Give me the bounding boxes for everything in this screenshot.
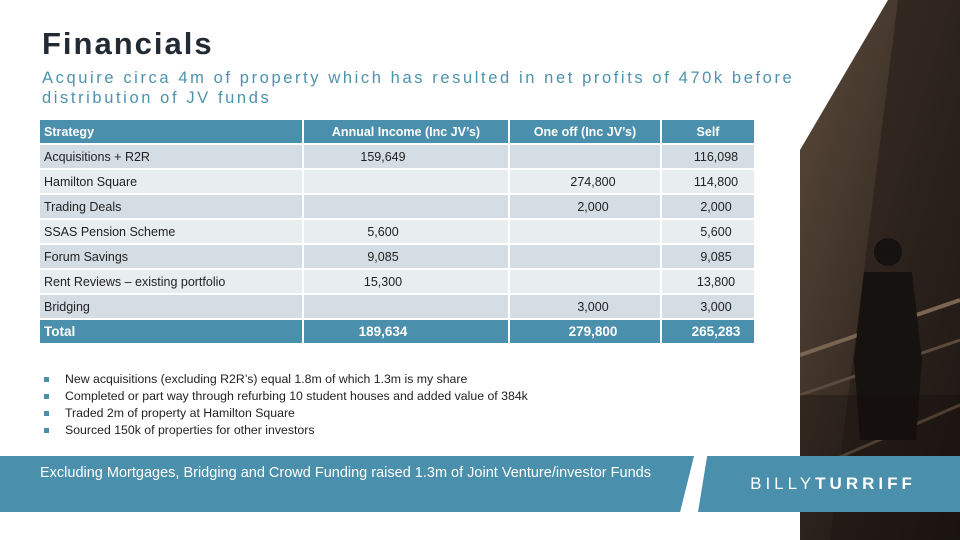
bullet-item: Sourced 150k of properties for other inv… bbox=[42, 422, 528, 439]
cell-one-off: 274,800 bbox=[510, 170, 660, 193]
cell-self: 13,800 bbox=[662, 270, 754, 293]
financials-table: Strategy Annual Income (Inc JV’s) One of… bbox=[38, 118, 756, 345]
bullet-square-icon bbox=[44, 411, 49, 416]
cell-one-off bbox=[510, 145, 660, 168]
page-subtitle: Acquire circa 4m of property which has r… bbox=[42, 69, 795, 107]
table-row: SSAS Pension Scheme 5,600 5,600 bbox=[40, 220, 754, 243]
cell-one-off bbox=[510, 270, 660, 293]
cell-one-off bbox=[510, 245, 660, 268]
cell-annual-income: 9,085 bbox=[304, 245, 508, 268]
cell-self: 2,000 bbox=[662, 195, 754, 218]
table-row: Trading Deals 2,000 2,000 bbox=[40, 195, 754, 218]
cell-strategy: SSAS Pension Scheme bbox=[40, 220, 302, 243]
total-self: 265,283 bbox=[662, 320, 754, 343]
footer-band-text: Excluding Mortgages, Bridging and Crowd … bbox=[40, 465, 651, 481]
logo-word-second: TURRIFF bbox=[815, 474, 916, 493]
header-one-off: One off (Inc JV’s) bbox=[510, 120, 660, 143]
cell-self: 3,000 bbox=[662, 295, 754, 318]
bullet-text: Completed or part way through refurbing … bbox=[65, 389, 528, 403]
table-row: Forum Savings 9,085 9,085 bbox=[40, 245, 754, 268]
bullet-square-icon bbox=[44, 377, 49, 382]
cell-strategy: Forum Savings bbox=[40, 245, 302, 268]
table-row: Bridging 3,000 3,000 bbox=[40, 295, 754, 318]
cell-annual-income: 5,600 bbox=[304, 220, 508, 243]
bullet-square-icon bbox=[44, 394, 49, 399]
total-annual-income: 189,634 bbox=[304, 320, 508, 343]
cell-self: 5,600 bbox=[662, 220, 754, 243]
total-one-off: 279,800 bbox=[510, 320, 660, 343]
bullet-item: Completed or part way through refurbing … bbox=[42, 388, 528, 405]
cell-annual-income bbox=[304, 295, 508, 318]
bullet-text: Traded 2m of property at Hamilton Square bbox=[65, 406, 295, 420]
cell-strategy: Bridging bbox=[40, 295, 302, 318]
bullet-text: New acquisitions (excluding R2R’s) equal… bbox=[65, 372, 468, 386]
table-header-row: Strategy Annual Income (Inc JV’s) One of… bbox=[40, 120, 754, 143]
table-total-row: Total 189,634 279,800 265,283 bbox=[40, 320, 754, 343]
bullet-item: New acquisitions (excluding R2R’s) equal… bbox=[42, 371, 528, 388]
header-strategy: Strategy bbox=[40, 120, 302, 143]
cell-annual-income: 159,649 bbox=[304, 145, 508, 168]
page-title: Financials bbox=[42, 26, 214, 61]
cell-self: 114,800 bbox=[662, 170, 754, 193]
header-annual-income: Annual Income (Inc JV’s) bbox=[304, 120, 508, 143]
header-self: Self bbox=[662, 120, 754, 143]
table-row: Acquisitions + R2R 159,649 116,098 bbox=[40, 145, 754, 168]
logo-word-first: BILLY bbox=[750, 474, 816, 493]
cell-self: 116,098 bbox=[662, 145, 754, 168]
table-row: Hamilton Square 274,800 114,800 bbox=[40, 170, 754, 193]
bullet-square-icon bbox=[44, 428, 49, 433]
total-label: Total bbox=[40, 320, 302, 343]
cell-one-off: 3,000 bbox=[510, 295, 660, 318]
cell-one-off: 2,000 bbox=[510, 195, 660, 218]
cell-one-off bbox=[510, 220, 660, 243]
table-row: Rent Reviews – existing portfolio 15,300… bbox=[40, 270, 754, 293]
cell-annual-income: 15,300 bbox=[304, 270, 508, 293]
cell-annual-income bbox=[304, 195, 508, 218]
cell-self: 9,085 bbox=[662, 245, 754, 268]
cell-strategy: Hamilton Square bbox=[40, 170, 302, 193]
cell-annual-income bbox=[304, 170, 508, 193]
bullet-list: New acquisitions (excluding R2R’s) equal… bbox=[42, 371, 528, 439]
cell-strategy: Rent Reviews – existing portfolio bbox=[40, 270, 302, 293]
brand-logo: BILLY TURRIFF bbox=[698, 456, 960, 512]
bullet-text: Sourced 150k of properties for other inv… bbox=[65, 423, 315, 437]
footer-band: Excluding Mortgages, Bridging and Crowd … bbox=[0, 456, 694, 512]
cell-strategy: Trading Deals bbox=[40, 195, 302, 218]
bullet-item: Traded 2m of property at Hamilton Square bbox=[42, 405, 528, 422]
cell-strategy: Acquisitions + R2R bbox=[40, 145, 302, 168]
